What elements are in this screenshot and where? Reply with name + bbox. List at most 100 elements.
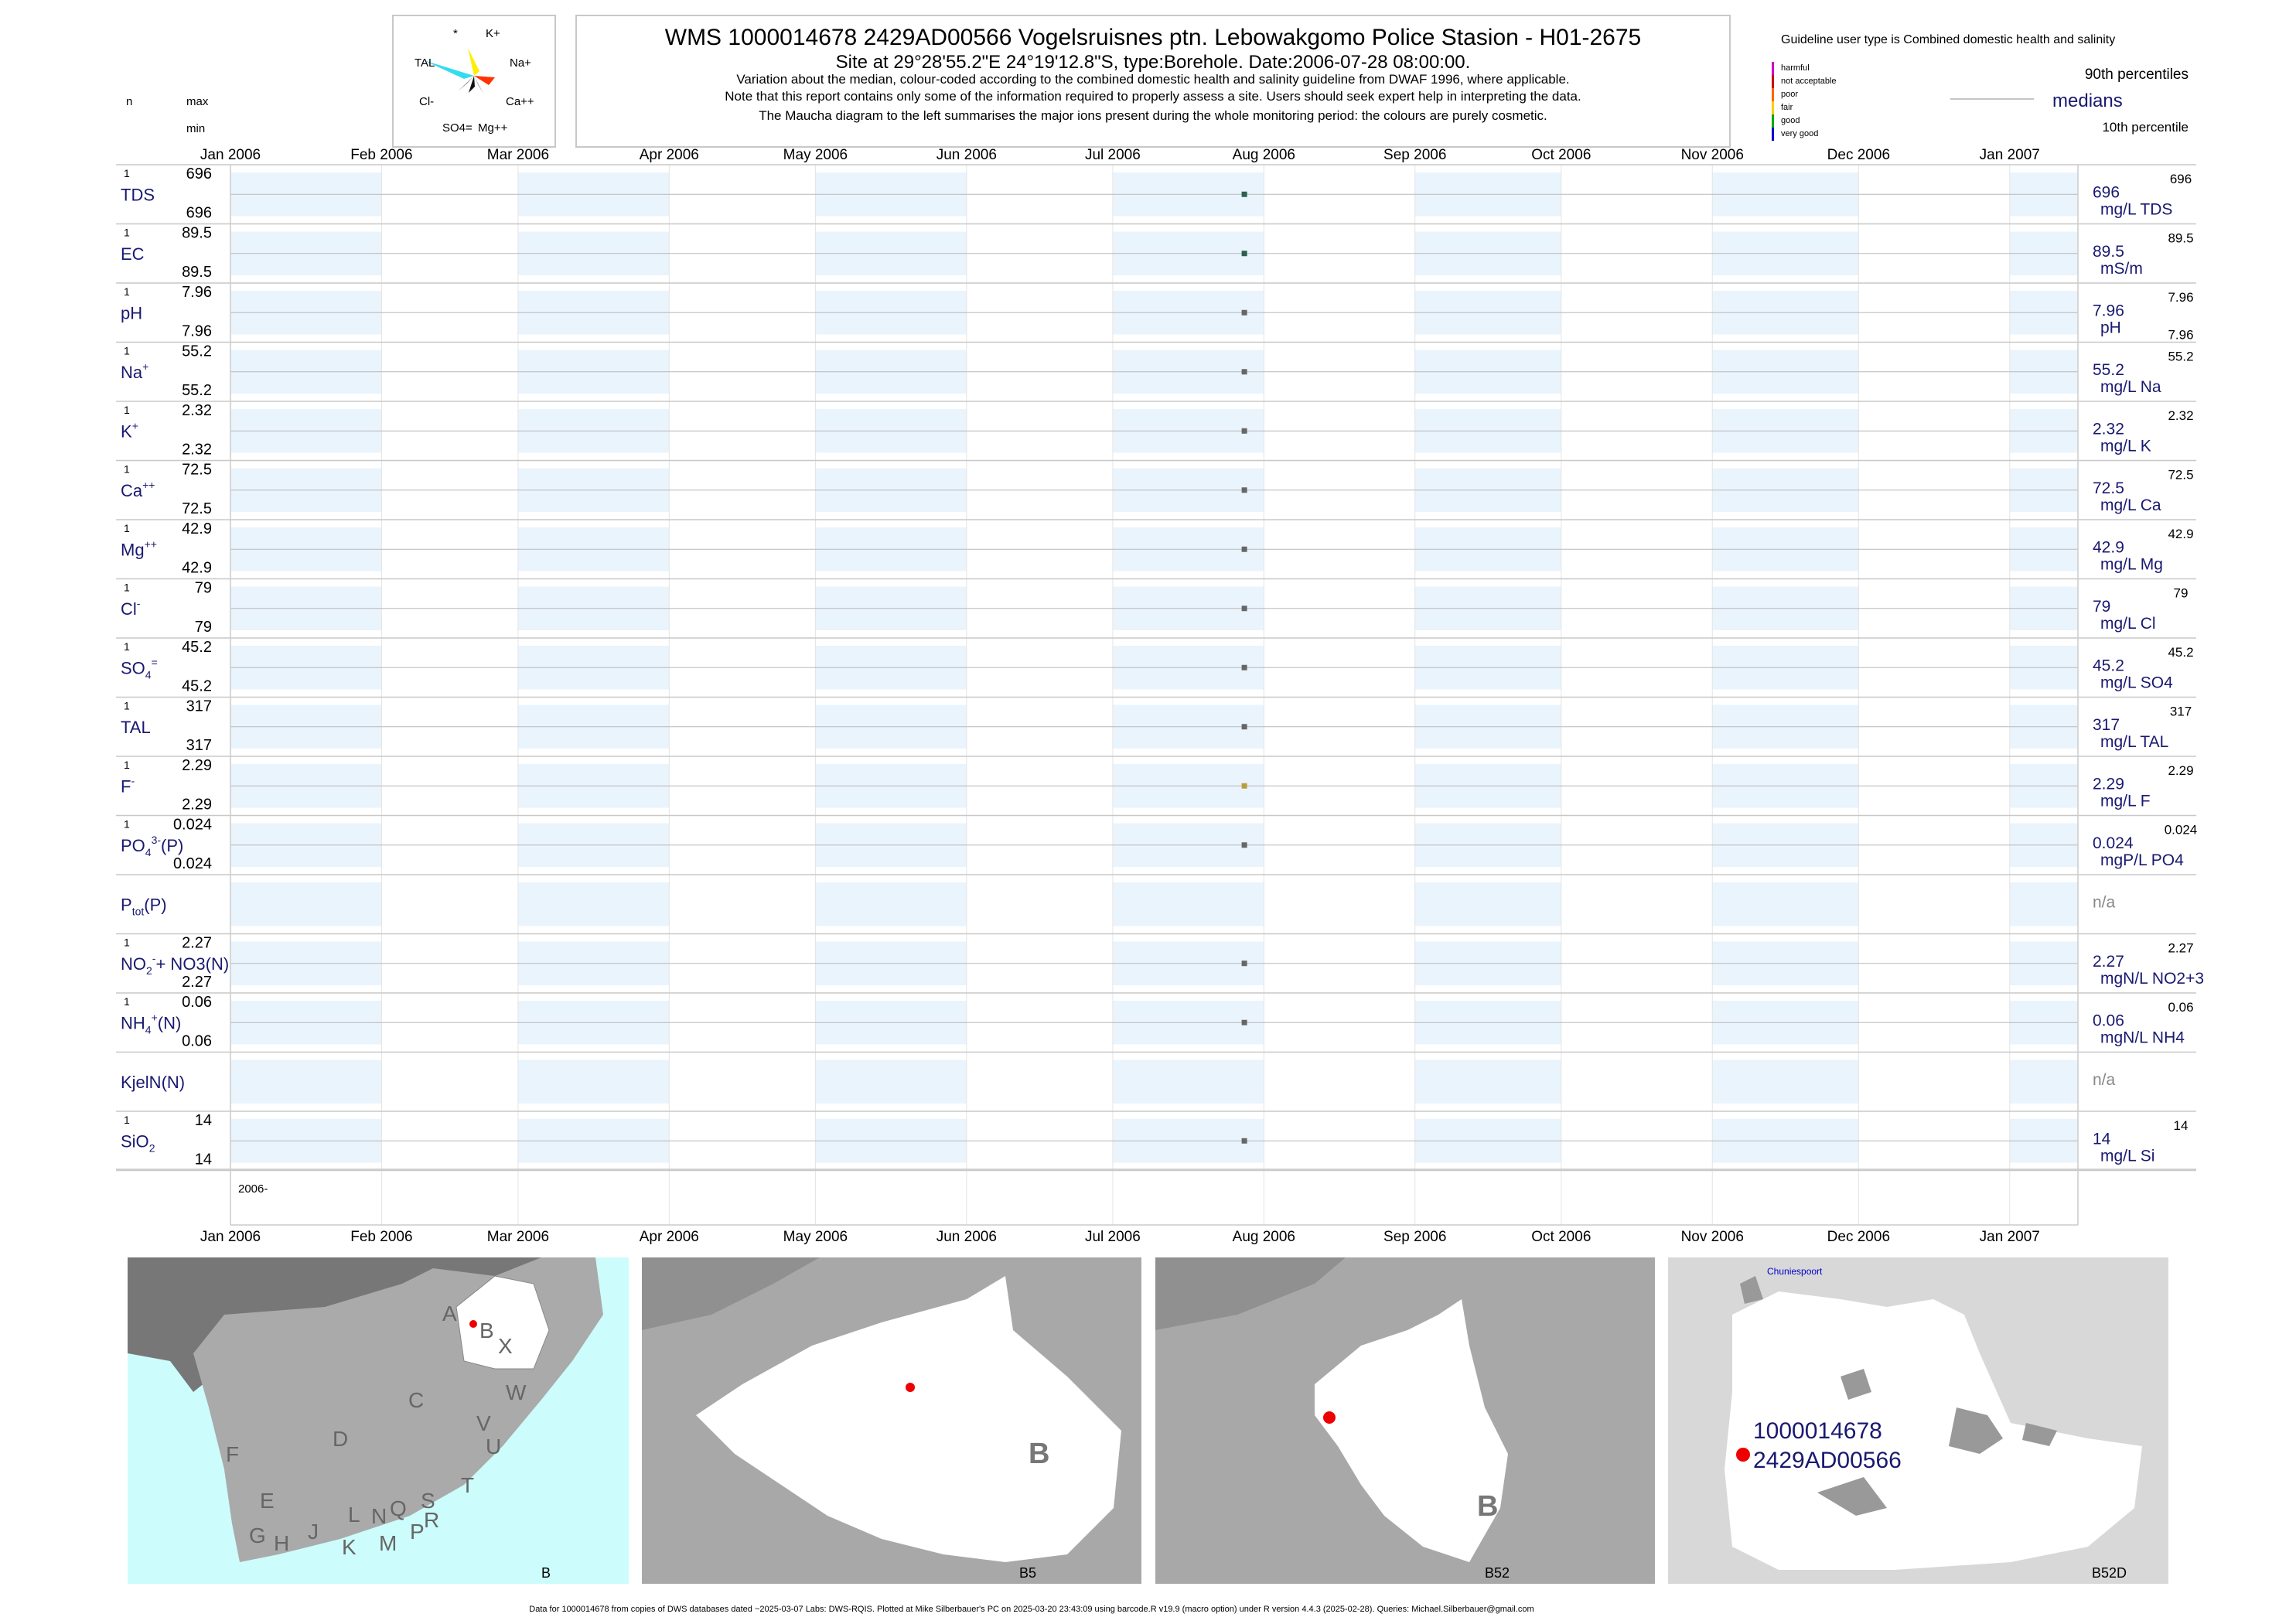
param-p90: 2.29: [2168, 763, 2193, 778]
param-max: 696: [186, 165, 212, 183]
x-tick-label-bottom: Nov 2006: [1681, 1229, 1744, 1245]
map-b52-letter: B: [1477, 1490, 1498, 1523]
param-name: SiO2: [121, 1131, 155, 1154]
month-band-6-row-15: [1112, 1059, 1264, 1104]
param-min: 7.96: [182, 323, 212, 340]
legend-swatch-fair: [1772, 101, 1774, 114]
footer-text: Data for 1000014678 from copies of DWS d…: [529, 1605, 1534, 1614]
month-band-8-row-15: [1414, 1059, 1561, 1104]
sample-point-mg: [1241, 546, 1247, 552]
month-band-10-row-15: [1712, 1059, 1859, 1104]
param-median: 42.9: [2093, 538, 2124, 556]
map-b52-catchment: [1315, 1299, 1508, 1562]
legend-swatch-poor: [1772, 88, 1774, 101]
sample-point-ec: [1241, 251, 1247, 257]
x-tick-label-bottom: Mar 2006: [487, 1229, 549, 1245]
param-unit: mg/L Si: [2100, 1147, 2154, 1165]
x-tick-label-top: Jan 2007: [1980, 147, 2040, 163]
param-max: 72.5: [182, 462, 212, 479]
param-n: 1: [124, 1114, 130, 1126]
maucha-na-petal: [474, 76, 495, 85]
map-b52d-patch-1: [1949, 1407, 2003, 1454]
param-p90: 2.27: [2168, 941, 2193, 956]
param-unit: mgN/L NO2+3: [2100, 970, 2204, 988]
map-b-letter-p: P: [410, 1520, 425, 1544]
month-axis: Jan 2006 Jan 2006 Feb 2006 Feb 2006 Mar 2006…: [200, 147, 2040, 1245]
maucha-k-petal: [468, 48, 479, 76]
map-b-letter-d: D: [333, 1427, 348, 1451]
note-line-1: Variation about the median, colour-coded…: [736, 72, 1569, 87]
param-p90: 79: [2174, 586, 2189, 601]
param-max: 79: [195, 580, 212, 597]
param-unit: mg/L F: [2100, 792, 2151, 810]
map-b-letter-a: A: [442, 1302, 457, 1325]
param-median: 2.29: [2093, 775, 2124, 793]
sample-points: [1241, 191, 1247, 1144]
sample-point-sio: [1241, 1138, 1247, 1144]
param-unit: mg/L SO4: [2100, 674, 2173, 691]
legend-swatch-very-good: [1772, 128, 1774, 141]
map-b-letter-b: B: [479, 1319, 494, 1343]
map-b-letter-t: T: [461, 1473, 474, 1497]
month-band-2-row-15: [517, 1059, 670, 1104]
param-p90: 696: [2170, 172, 2192, 186]
month-band-2-row-12: [517, 882, 670, 926]
x-tick-label-top: Sep 2006: [1383, 147, 1446, 163]
maucha-label-mg: Mg++: [478, 121, 508, 135]
x-tick-label-top: Jun 2006: [936, 147, 997, 163]
map-b52-dark: [1155, 1257, 1346, 1330]
param-min: 55.2: [182, 382, 212, 399]
sample-point-no: [1241, 960, 1247, 967]
param-n: 1: [124, 582, 130, 594]
month-band-10-row-12: [1712, 882, 1859, 926]
param-n: 1: [124, 285, 130, 298]
param-p90: 14: [2174, 1118, 2189, 1133]
param-min: 2.29: [182, 797, 212, 814]
param-median: 72.5: [2093, 479, 2124, 497]
param-n: 1: [124, 818, 130, 831]
year-label: 2006-: [238, 1182, 268, 1196]
param-unit: mgP/L PO4: [2100, 851, 2184, 869]
param-median: 79: [2093, 598, 2110, 616]
param-n: 1: [124, 640, 130, 653]
note-line-3: The Maucha diagram to the left summarise…: [759, 108, 1547, 123]
map-b-letter-n: N: [371, 1504, 387, 1528]
param-name: Na+: [121, 360, 148, 382]
guideline-text: Guideline user type is Combined domestic…: [1781, 33, 2115, 46]
param-unit: mg/L TAL: [2100, 733, 2168, 751]
legend-medians: medians: [2052, 90, 2123, 111]
x-tick-label-top: Apr 2006: [640, 147, 699, 163]
row-ec: EC1 89.589.589.5mS/m89.5: [116, 225, 2196, 284]
param-n: 1: [124, 227, 130, 239]
map-b52d-patch-5: [1740, 1276, 1763, 1304]
param-unit: mS/m: [2100, 260, 2143, 278]
map-b-letter-w: W: [506, 1380, 527, 1404]
param-unit: mg/L Na: [2100, 378, 2161, 396]
param-min: 2.27: [182, 974, 212, 991]
param-median: 0.024: [2093, 834, 2134, 852]
month-band-6-row-12: [1112, 882, 1264, 926]
param-n: 1: [124, 404, 130, 416]
x-tick-label-top: Oct 2006: [1531, 147, 1591, 163]
x-tick-label-top: Nov 2006: [1681, 147, 1744, 163]
param-max: 14: [195, 1112, 212, 1129]
map-b52d-patch-3: [1817, 1477, 1887, 1516]
maucha-label-ca: Ca++: [506, 95, 534, 108]
param-unit: mg/L K: [2100, 437, 2151, 455]
param-p90: 7.96: [2168, 290, 2193, 305]
map-b52d-caption: B52D: [2092, 1565, 2127, 1581]
param-n: 1: [124, 995, 130, 1008]
x-tick-label-bottom: Sep 2006: [1383, 1229, 1446, 1245]
param-median: 696: [2093, 183, 2120, 201]
param-name: EC: [121, 244, 145, 264]
param-min: 0.06: [182, 1033, 212, 1050]
param-p90: 72.5: [2168, 468, 2193, 483]
param-unit: pH: [2100, 319, 2121, 336]
maucha-label-tal: TAL: [415, 56, 435, 70]
